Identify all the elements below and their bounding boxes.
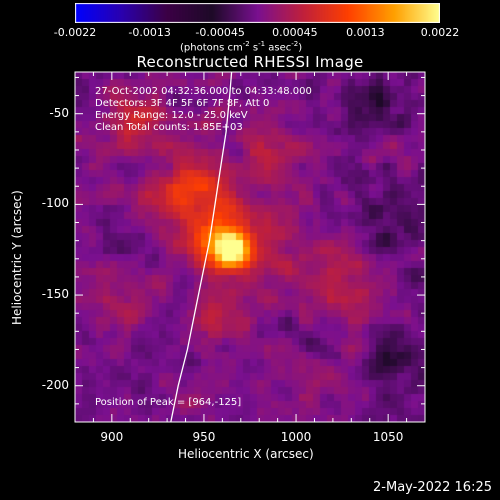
peak-position-label: Position of Peak = [964,-125]	[95, 397, 241, 409]
y-tick-label: -200	[9, 378, 69, 392]
annotation-line: Energy Range: 12.0 - 25.0 keV	[95, 110, 248, 122]
annotation-line: 27-Oct-2002 04:32:36.000 to 04:33:48.000	[95, 86, 312, 98]
annotation-line: Detectors: 3F 4F 5F 6F 7F 8F, Att 0	[95, 98, 269, 110]
x-tick-label: 950	[192, 430, 215, 444]
x-tick-label: 1050	[373, 430, 404, 444]
annotation-line: Clean Total counts: 1.85E+03	[95, 122, 243, 134]
y-axis-label: Heliocentric Y (arcsec)	[10, 190, 24, 325]
timestamp: 2-May-2022 16:25	[373, 480, 492, 495]
x-axis-label: Heliocentric X (arcsec)	[178, 447, 314, 461]
y-tick-label: -50	[9, 106, 69, 120]
x-tick-label: 1000	[281, 430, 312, 444]
x-tick-label: 900	[100, 430, 123, 444]
